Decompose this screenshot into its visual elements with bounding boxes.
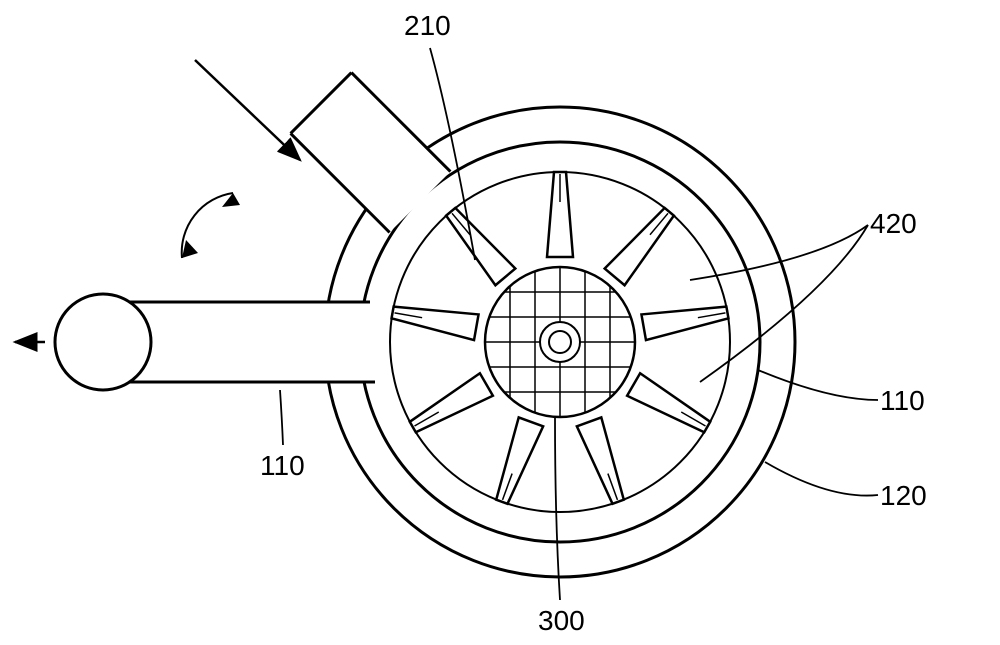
label-110-right: 110 (880, 385, 925, 417)
label-420: 420 (870, 208, 917, 240)
label-110-left: 110 (260, 450, 305, 482)
label-300: 300 (538, 605, 585, 637)
inlet-pipe (225, 73, 460, 275)
diagram-svg (0, 0, 1000, 645)
hub-inner (549, 331, 571, 353)
outlet-pipe (55, 294, 375, 390)
patent-diagram: { "diagram": { "type": "technical-drawin… (0, 0, 1000, 645)
angle-indicator (182, 193, 240, 258)
label-210: 210 (404, 10, 451, 42)
label-120: 120 (880, 480, 927, 512)
